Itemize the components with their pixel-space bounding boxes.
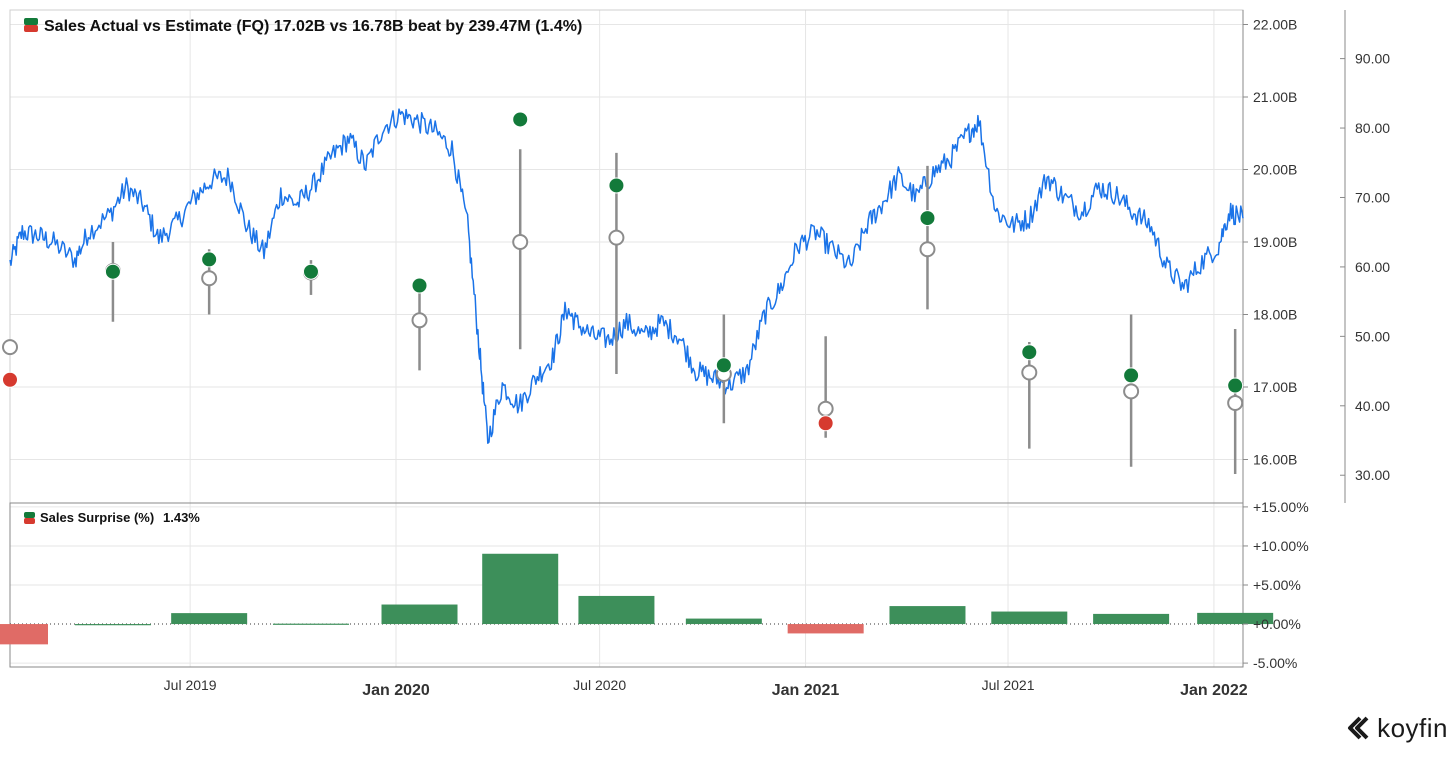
actual-beat-marker (411, 277, 428, 294)
surprise-bar-positive (1093, 613, 1170, 625)
grid-layer (10, 10, 1243, 667)
estimate-marker (919, 241, 936, 258)
surprise-bar-positive (381, 604, 458, 625)
sales-axis-label: 17.00B (1253, 379, 1297, 395)
surprise-bar-positive (272, 623, 349, 625)
actual-beat-marker (919, 210, 936, 227)
surprise-bars-layer (0, 553, 1274, 645)
actual-beat-marker (1123, 367, 1140, 384)
actual-beat-marker (201, 251, 218, 268)
koyfin-chevron-icon (1348, 716, 1369, 740)
x-axis-label: Jul 2021 (982, 677, 1035, 693)
estimate-marker (512, 234, 529, 250)
sales-axis-label: 20.00B (1253, 162, 1297, 178)
earnings-markers-layer (2, 111, 1244, 474)
x-axis-label: Jan 2020 (362, 682, 430, 699)
estimate-marker (817, 400, 834, 417)
actual-beat-marker (1021, 344, 1038, 361)
surprise-bar-positive (482, 553, 559, 625)
surprise-axis-label: +10.00% (1253, 538, 1309, 554)
surprise-bar-positive (1197, 612, 1274, 625)
actual-beat-marker (1227, 377, 1244, 394)
sales-axis-label: 21.00B (1253, 89, 1297, 105)
surprise-axis-label: +15.00% (1253, 499, 1309, 515)
x-axis-label: Jul 2020 (573, 677, 626, 693)
estimate-marker (2, 339, 18, 356)
top-panel-title: Sales Actual vs Estimate (FQ) 17.02B vs … (24, 18, 582, 35)
actual-beat-marker (715, 357, 732, 374)
sales-axis-label: 16.00B (1253, 452, 1297, 468)
surprise-bar-positive (74, 624, 151, 626)
estimate-marker (411, 312, 428, 329)
x-axis-label: Jan 2021 (772, 682, 840, 699)
surprise-bar-negative (787, 624, 864, 634)
price-axis-label: 80.00 (1355, 120, 1390, 136)
top-panel-frame (9, 9, 1244, 504)
bottom-panel-title: Sales Surprise (%) 1.43% (24, 510, 200, 525)
price-line-layer (9, 108, 1244, 444)
price-axis-label: 30.00 (1355, 467, 1390, 483)
actual-beat-marker (302, 263, 319, 280)
surprise-bar-positive (889, 606, 966, 625)
surprise-axis-label: +5.00% (1253, 577, 1301, 593)
price-axis-label: 70.00 (1355, 189, 1390, 205)
koyfin-brand: koyfin (1345, 712, 1448, 744)
actual-beat-marker (104, 263, 121, 280)
surprise-bar-positive (685, 618, 762, 625)
price-axis-label: 40.00 (1355, 398, 1390, 414)
bottom-panel-value: 1.43% (163, 510, 200, 525)
legend-swatch-icon (24, 512, 35, 524)
actual-miss-marker (817, 415, 834, 432)
estimate-marker (608, 229, 625, 246)
sales-axis-label: 19.00B (1253, 234, 1297, 250)
panel-frames (9, 9, 1346, 668)
sales-axis-label: 18.00B (1253, 307, 1297, 323)
estimate-marker (1021, 364, 1038, 381)
actual-beat-marker (608, 177, 625, 194)
estimate-marker (201, 270, 218, 287)
brand-name: koyfin (1377, 712, 1448, 743)
surprise-axis-label: +0.00% (1253, 616, 1301, 632)
surprise-bar-positive (171, 613, 248, 625)
bottom-panel-title-text: Sales Surprise (%) (40, 510, 154, 525)
surprise-axis-label: -5.00% (1253, 655, 1297, 671)
axis-labels-layer: 16.00B 17.00B 18.00B 19.00B 20.00B 21.00B 22.0… (164, 17, 1391, 700)
surprise-bar-negative (0, 624, 48, 645)
top-panel-title-text: Sales Actual vs Estimate (FQ) 17.02B vs … (44, 18, 582, 35)
x-axis-label: Jan 2022 (1180, 682, 1248, 699)
sales-axis-label: 22.00B (1253, 17, 1297, 33)
estimate-marker (1123, 383, 1140, 400)
estimate-marker (1227, 394, 1244, 411)
legend-swatch-icon (24, 18, 38, 32)
surprise-bar-positive (578, 595, 655, 625)
price-axis-label: 90.00 (1355, 51, 1390, 67)
actual-beat-marker (512, 111, 529, 128)
price-axis-label: 50.00 (1355, 328, 1390, 344)
price-axis-label: 60.00 (1355, 259, 1390, 275)
actual-miss-marker (2, 371, 18, 388)
x-axis-label: Jul 2019 (164, 677, 217, 693)
surprise-bar-positive (991, 611, 1068, 625)
price-series-line (9, 108, 1244, 444)
